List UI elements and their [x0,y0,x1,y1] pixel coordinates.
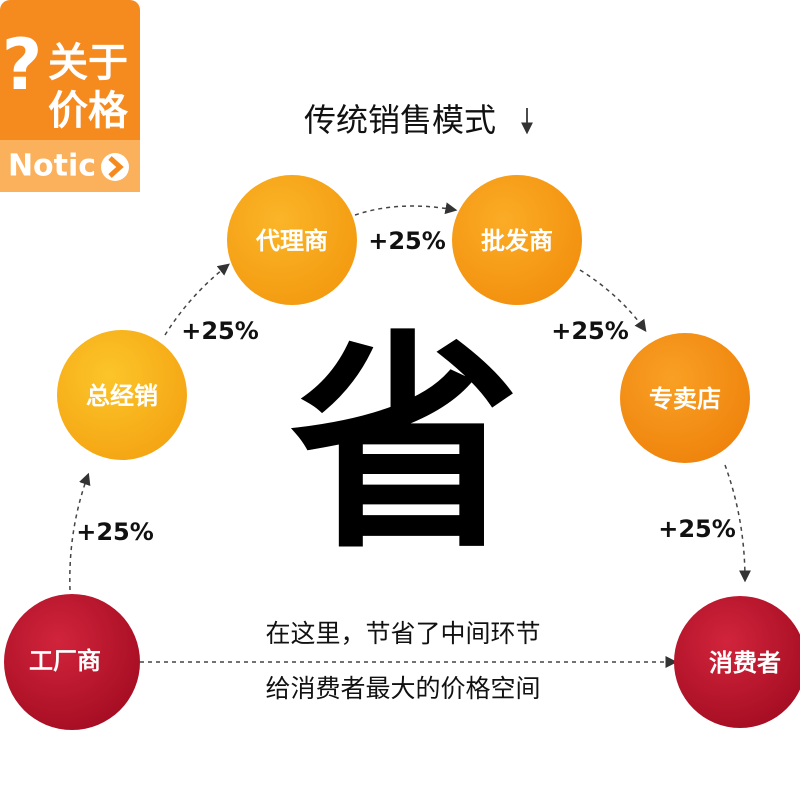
node-label: 工厂商 [29,647,101,675]
edge-label: +25% [181,317,259,345]
node-circle [452,175,582,305]
message-line: 给消费者最大的价格空间 [265,674,540,703]
badge: ? 关于 价格 Notic [0,0,140,192]
edge-label: +25% [658,515,736,543]
node-label: 总经销 [86,382,158,410]
badge-line: 价格 [48,88,129,134]
edge-label: +25% [368,227,446,255]
node-circle [674,596,800,728]
question-mark: ? [2,24,43,106]
edge-label: +25% [551,317,629,345]
center-char: 省 [290,313,520,580]
node-label: 消费者 [709,649,781,677]
node-circle [227,175,357,305]
node-label: 代理商 [255,227,328,255]
edge-label: +25% [76,518,154,546]
arrow [579,269,647,332]
arrow [164,263,230,336]
badge-notic: Notic [8,149,96,184]
badge-arrow-bg [101,153,129,181]
badge-arrow [108,156,124,178]
node-label: 批发商 [481,227,553,255]
node-circle [620,333,750,463]
arrow [724,464,751,583]
badge-line: 关于 [48,40,128,86]
node-label: 专卖店 [649,385,721,413]
title: 传统销售模式 [304,101,496,139]
message-line: 在这里，节省了中间环节 [265,619,540,648]
arrow [354,202,458,216]
node-circle [57,330,187,460]
node-circle [4,594,140,730]
arrow [69,472,91,591]
